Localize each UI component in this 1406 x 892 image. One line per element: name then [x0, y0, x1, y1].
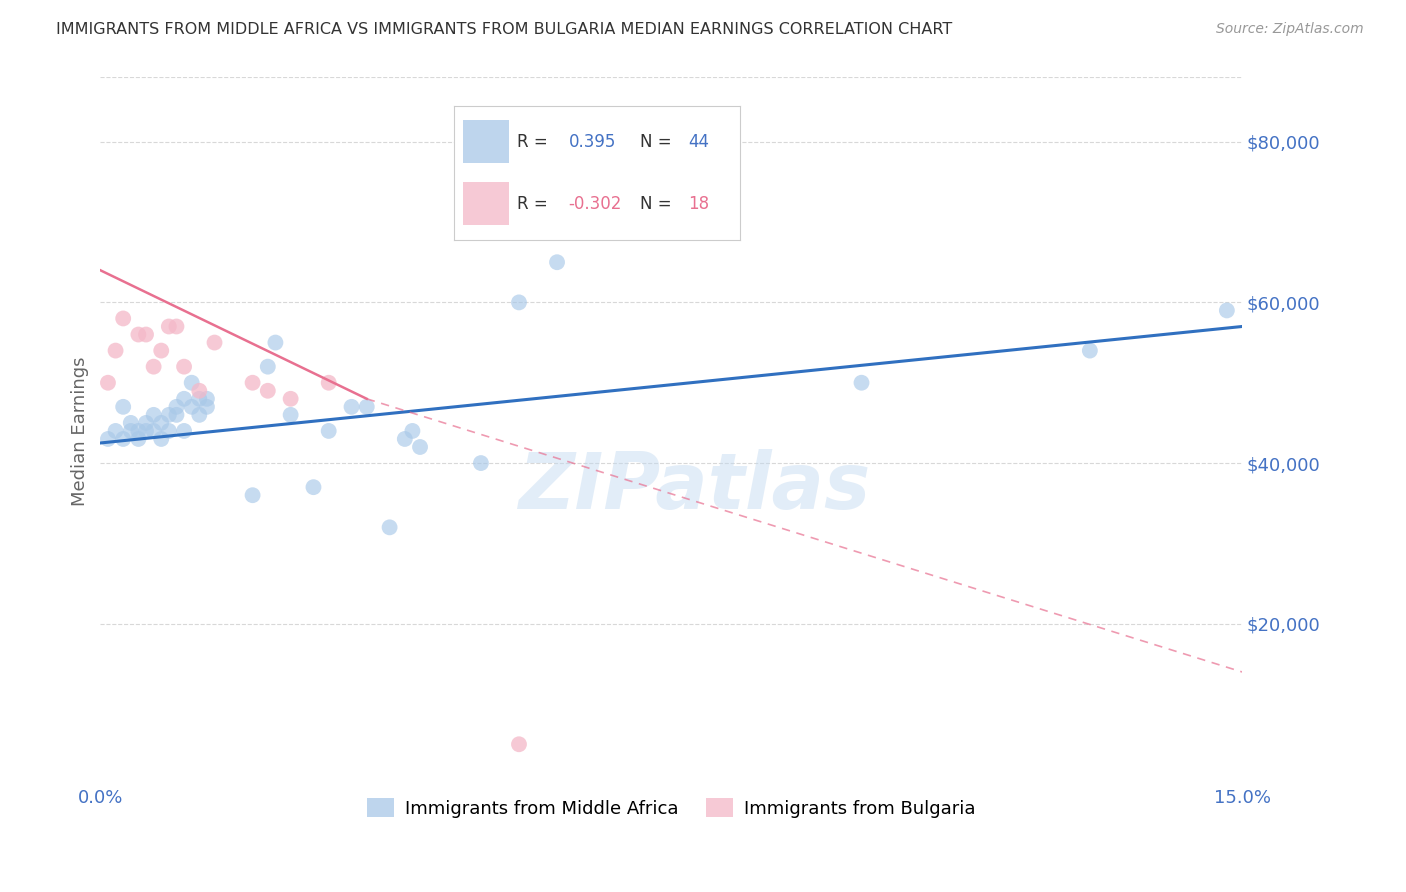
- Text: ZIPatlas: ZIPatlas: [517, 450, 870, 525]
- Point: [280, 408, 302, 422]
- Point: [104, 424, 127, 438]
- Point: [173, 359, 195, 374]
- Point: [150, 416, 173, 430]
- Point: [150, 432, 173, 446]
- Point: [188, 408, 211, 422]
- Text: Source: ZipAtlas.com: Source: ZipAtlas.com: [1216, 22, 1364, 37]
- Point: [173, 424, 195, 438]
- Point: [166, 408, 188, 422]
- Point: [401, 424, 423, 438]
- Point: [280, 392, 302, 406]
- Point: [180, 400, 202, 414]
- Point: [1216, 303, 1239, 318]
- Point: [120, 416, 142, 430]
- Point: [378, 520, 401, 534]
- Point: [180, 376, 202, 390]
- Point: [135, 424, 157, 438]
- Point: [188, 392, 211, 406]
- Y-axis label: Median Earnings: Median Earnings: [72, 356, 89, 506]
- Point: [409, 440, 432, 454]
- Point: [157, 319, 180, 334]
- Point: [242, 488, 264, 502]
- Point: [127, 424, 149, 438]
- Point: [127, 432, 149, 446]
- Point: [150, 343, 173, 358]
- Point: [340, 400, 363, 414]
- Point: [112, 432, 135, 446]
- Point: [242, 376, 264, 390]
- Point: [142, 408, 165, 422]
- Point: [508, 295, 530, 310]
- Point: [851, 376, 873, 390]
- Point: [508, 737, 530, 751]
- Point: [470, 456, 492, 470]
- Point: [195, 400, 218, 414]
- Point: [318, 424, 340, 438]
- Point: [135, 416, 157, 430]
- Point: [1078, 343, 1101, 358]
- Point: [195, 392, 218, 406]
- Point: [204, 335, 226, 350]
- Point: [97, 432, 120, 446]
- Point: [157, 408, 180, 422]
- Legend: Immigrants from Middle Africa, Immigrants from Bulgaria: Immigrants from Middle Africa, Immigrant…: [360, 791, 983, 825]
- Point: [264, 335, 287, 350]
- Point: [157, 424, 180, 438]
- Point: [318, 376, 340, 390]
- Point: [97, 376, 120, 390]
- Point: [104, 343, 127, 358]
- Point: [302, 480, 325, 494]
- Point: [112, 311, 135, 326]
- Point: [120, 424, 142, 438]
- Point: [546, 255, 568, 269]
- Point: [166, 319, 188, 334]
- Point: [142, 424, 165, 438]
- Point: [135, 327, 157, 342]
- Point: [546, 215, 568, 229]
- Point: [394, 432, 416, 446]
- Text: IMMIGRANTS FROM MIDDLE AFRICA VS IMMIGRANTS FROM BULGARIA MEDIAN EARNINGS CORREL: IMMIGRANTS FROM MIDDLE AFRICA VS IMMIGRA…: [56, 22, 952, 37]
- Point: [356, 400, 378, 414]
- Point: [166, 400, 188, 414]
- Point: [256, 384, 278, 398]
- Point: [112, 400, 135, 414]
- Point: [127, 327, 149, 342]
- Point: [142, 359, 165, 374]
- Point: [256, 359, 278, 374]
- Point: [188, 384, 211, 398]
- Point: [173, 392, 195, 406]
